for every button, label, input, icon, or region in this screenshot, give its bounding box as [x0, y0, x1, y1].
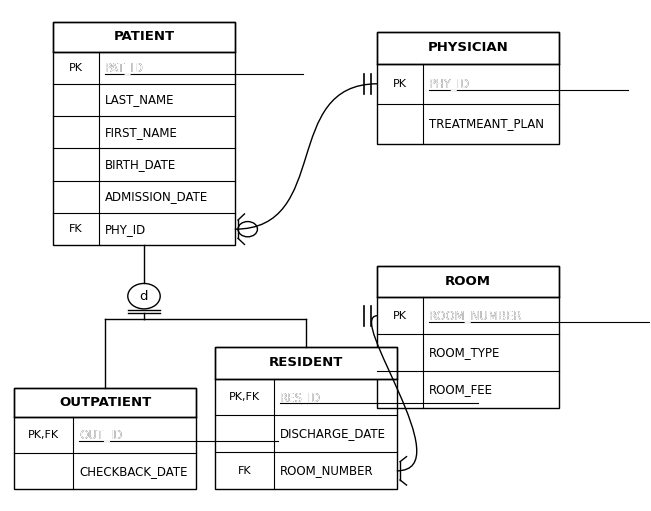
Text: ROOM_FEE: ROOM_FEE: [429, 383, 493, 396]
FancyBboxPatch shape: [53, 22, 235, 52]
Text: FK: FK: [238, 466, 251, 476]
Text: OUT_ID: OUT_ID: [79, 428, 122, 442]
Text: RES_ID: RES_ID: [280, 390, 322, 404]
FancyBboxPatch shape: [378, 32, 559, 64]
Text: PK,FK: PK,FK: [28, 430, 59, 440]
Text: BIRTH_DATE: BIRTH_DATE: [105, 158, 176, 171]
FancyBboxPatch shape: [14, 388, 196, 416]
Text: d: d: [140, 290, 148, 303]
Text: RES_ID: RES_ID: [280, 390, 322, 404]
Text: PAT_ID: PAT_ID: [105, 61, 144, 74]
Text: PHY_ID: PHY_ID: [105, 223, 146, 236]
Text: LAST_NAME: LAST_NAME: [105, 94, 174, 106]
Text: FK: FK: [69, 224, 83, 234]
Text: PHYSICIAN: PHYSICIAN: [428, 41, 508, 54]
Text: ROOM_NUMBER: ROOM_NUMBER: [280, 464, 374, 477]
Text: TREATMEANT_PLAN: TREATMEANT_PLAN: [429, 117, 544, 130]
FancyBboxPatch shape: [378, 266, 559, 297]
Text: ROOM_NUMBER: ROOM_NUMBER: [429, 309, 523, 322]
Text: PK: PK: [393, 311, 407, 321]
FancyBboxPatch shape: [215, 347, 397, 379]
Text: OUT_ID: OUT_ID: [79, 428, 122, 442]
Text: PK: PK: [69, 63, 83, 73]
Text: PK,FK: PK,FK: [229, 392, 260, 402]
Text: DISCHARGE_DATE: DISCHARGE_DATE: [280, 427, 386, 440]
Text: OUTPATIENT: OUTPATIENT: [59, 396, 151, 409]
Text: PK: PK: [393, 79, 407, 89]
Text: RESIDENT: RESIDENT: [269, 356, 343, 369]
Text: CHECKBACK_DATE: CHECKBACK_DATE: [79, 464, 187, 478]
Text: ROOM_NUMBER: ROOM_NUMBER: [429, 309, 523, 322]
Text: ROOM_TYPE: ROOM_TYPE: [429, 346, 501, 359]
Text: PHY_ID: PHY_ID: [429, 77, 471, 90]
Text: FIRST_NAME: FIRST_NAME: [105, 126, 178, 139]
Text: PAT_ID: PAT_ID: [105, 61, 144, 74]
Text: PATIENT: PATIENT: [113, 30, 174, 43]
Text: ADMISSION_DATE: ADMISSION_DATE: [105, 191, 208, 203]
Text: PHY_ID: PHY_ID: [429, 77, 471, 90]
Text: ROOM: ROOM: [445, 275, 491, 288]
